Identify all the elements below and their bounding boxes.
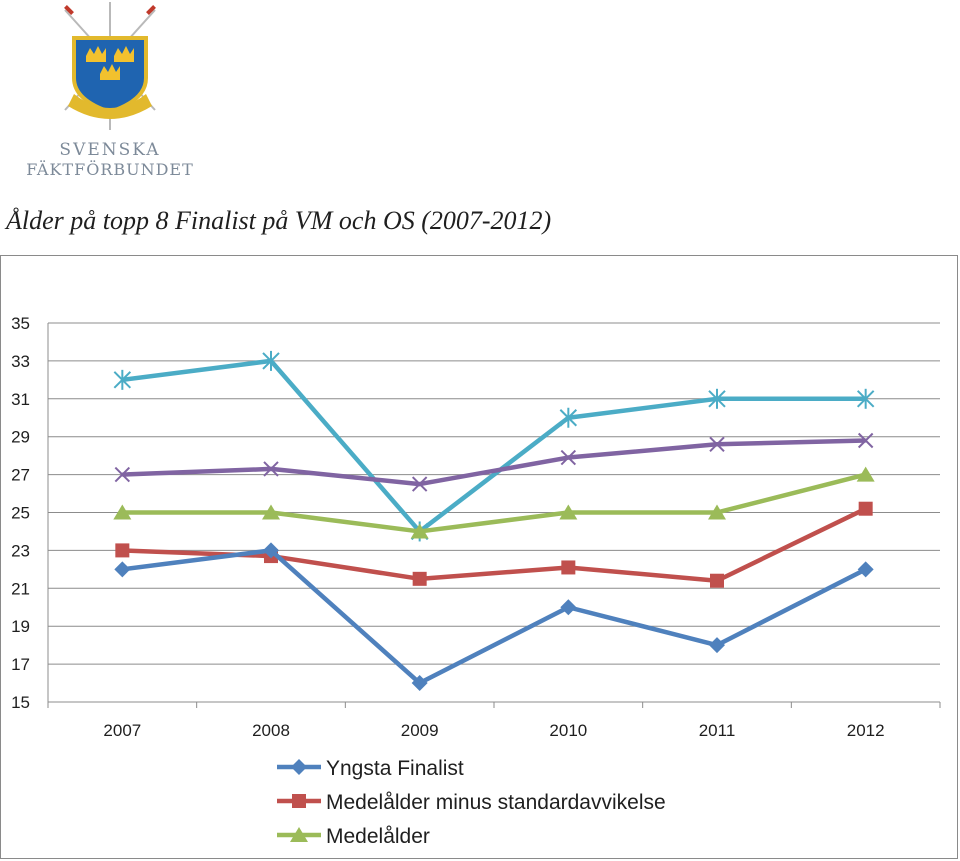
- data-point: [560, 449, 577, 466]
- legend-label: Medelålder minus standardavvikelse: [326, 791, 666, 814]
- data-point: [709, 436, 725, 452]
- legend-label: Medelålder: [326, 825, 430, 848]
- data-point: [262, 504, 280, 520]
- y-tick-label: 31: [11, 390, 30, 409]
- y-tick-label: 35: [11, 314, 30, 333]
- data-point: [262, 350, 280, 371]
- data-point: [709, 637, 725, 654]
- y-tick-label: 15: [11, 693, 30, 712]
- x-tick-label: 2010: [549, 721, 587, 740]
- x-tick-label: 2012: [847, 721, 885, 740]
- data-point: [411, 675, 428, 692]
- data-point: [113, 504, 132, 520]
- data-point: [292, 794, 306, 808]
- data-point: [114, 561, 131, 578]
- data-point: [561, 560, 576, 575]
- data-point: [856, 388, 875, 409]
- logo: SVENSKA FÄKTFÖRBUNDET: [10, 0, 210, 185]
- y-axis-tick-labels: 15 17 19 21 23 25 27 29 31 33 35: [11, 314, 30, 712]
- legend: Yngsta Finalist Medelålder minus standard…: [277, 757, 666, 848]
- data-point: [559, 504, 578, 520]
- series-4: [114, 432, 874, 492]
- series-line: [122, 548, 867, 686]
- y-tick-label: 27: [11, 466, 30, 485]
- series-line: [122, 438, 866, 487]
- y-tick-label: 33: [11, 352, 30, 371]
- x-tick-label: 2008: [252, 721, 290, 740]
- legend-item: Medelålder minus standardavvikelse: [277, 791, 666, 814]
- legend-item: Yngsta Finalist: [277, 757, 464, 780]
- crowns-shield-icon: [64, 2, 156, 130]
- logo-text-line2: FÄKTFÖRBUNDET: [26, 160, 194, 179]
- data-point: [114, 466, 131, 483]
- y-tick-label: 29: [11, 428, 30, 447]
- legend-item: Medelålder: [277, 825, 430, 848]
- data-point: [410, 523, 429, 539]
- y-tick-label: 25: [11, 504, 30, 523]
- data-point: [857, 432, 874, 449]
- data-point: [291, 759, 307, 775]
- series-line: [122, 358, 866, 534]
- data-point: [412, 571, 427, 586]
- y-tick-label: 21: [11, 579, 30, 598]
- data-point: [857, 561, 874, 578]
- x-tick-label: 2009: [401, 721, 439, 740]
- data-point: [559, 407, 578, 428]
- legend-label: Yngsta Finalist: [326, 757, 464, 780]
- y-tick-label: 19: [11, 617, 30, 636]
- series-line: [122, 506, 867, 583]
- series-1: [114, 542, 874, 692]
- data-point: [710, 573, 724, 588]
- y-tick-label: 23: [11, 541, 30, 560]
- x-tick-label: 2007: [103, 721, 141, 740]
- data-point: [113, 369, 132, 390]
- data-point: [708, 504, 726, 520]
- data-point: [411, 476, 428, 492]
- data-point: [263, 461, 279, 477]
- data-point: [708, 388, 726, 409]
- y-tick-label: 17: [11, 655, 30, 674]
- data-point: [858, 501, 873, 516]
- series-line: [122, 472, 867, 534]
- data-point: [263, 542, 279, 559]
- chart-title: Ålder på topp 8 Finalist på VM och OS (2…: [6, 206, 552, 235]
- x-tick-label: 2011: [699, 721, 736, 740]
- x-axis-tick-labels: 2007 2008 2009 2010 2011 2012: [103, 721, 884, 740]
- data-point: [290, 827, 308, 842]
- axes: [47, 323, 941, 708]
- data-point: [560, 599, 577, 616]
- data-point: [856, 466, 875, 482]
- gridlines: [48, 322, 940, 665]
- series-3: [113, 466, 875, 539]
- chart-frame: [0, 255, 958, 859]
- data-point: [115, 543, 130, 558]
- series-group: [113, 350, 875, 692]
- logo-text-line1: SVENSKA: [59, 140, 161, 160]
